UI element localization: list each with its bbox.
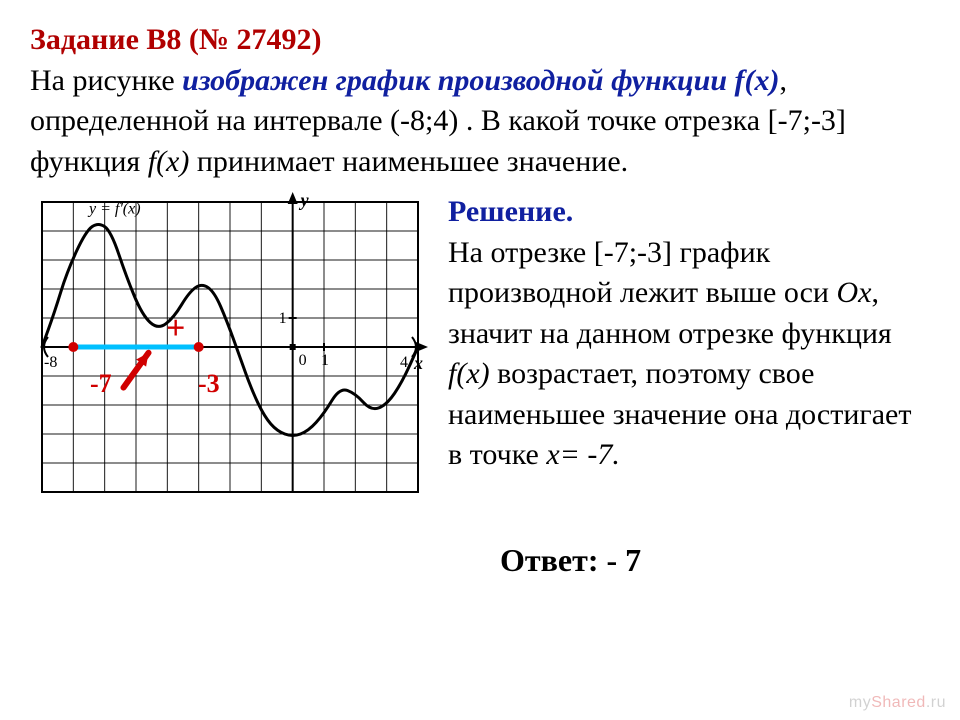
task-fx: f(x) — [735, 64, 780, 97]
watermark-pre: my — [849, 694, 871, 711]
svg-text:y: y — [299, 192, 310, 210]
watermark-post: .ru — [926, 694, 946, 711]
solution-body-3: возрастает, поэтому свое наименьшее знач… — [448, 357, 911, 471]
task-text-emph: изображен график производной функции — [182, 64, 734, 97]
graph-figure: yx011y = f'(x)-84 + -7 -3 — [30, 192, 430, 502]
solution-fx: f(x) — [448, 357, 490, 390]
svg-text:0: 0 — [299, 352, 307, 369]
svg-text:1: 1 — [321, 352, 329, 369]
task-text-pre: На рисунке — [30, 64, 182, 97]
task-fx2: f(x) — [148, 145, 190, 178]
solution-body-1: На отрезке [-7;-3] график производной ле… — [448, 236, 836, 310]
solution-axis: Ох — [836, 276, 871, 309]
overlay-neg7: -7 — [90, 369, 112, 399]
overlay-neg3: -3 — [198, 369, 220, 399]
task-text-tail: принимает наименьшее значение. — [189, 145, 628, 178]
svg-text:1: 1 — [279, 310, 287, 327]
watermark: myShared.ru — [849, 694, 946, 712]
svg-text:y = f'(x): y = f'(x) — [87, 201, 141, 218]
solution-xval: х= -7. — [546, 438, 620, 471]
graph-svg: yx011y = f'(x)-84 — [30, 192, 430, 502]
solution-heading: Решение. — [448, 195, 573, 228]
watermark-red: Shared — [871, 694, 926, 711]
answer: Ответ: - 7 — [500, 542, 930, 579]
svg-text:-8: -8 — [44, 354, 57, 371]
task-number: Задание B8 (№ 27492) — [30, 23, 322, 56]
overlay-plus: + — [166, 310, 185, 348]
solution-block: Решение. На отрезке [-7;-3] график произ… — [448, 192, 930, 502]
task-title: Задание B8 (№ 27492) На рисунке изображе… — [30, 20, 930, 182]
